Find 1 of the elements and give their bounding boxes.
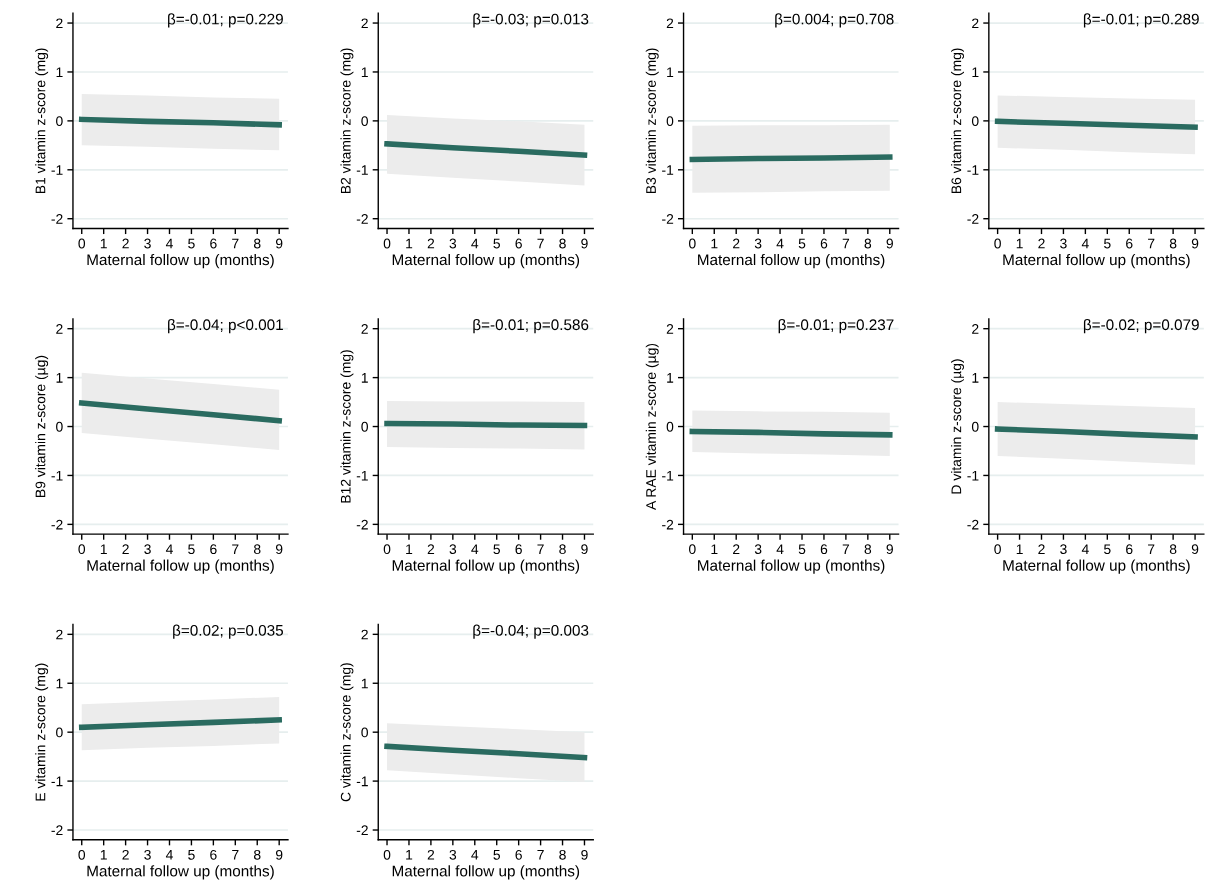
line-series xyxy=(78,400,282,424)
